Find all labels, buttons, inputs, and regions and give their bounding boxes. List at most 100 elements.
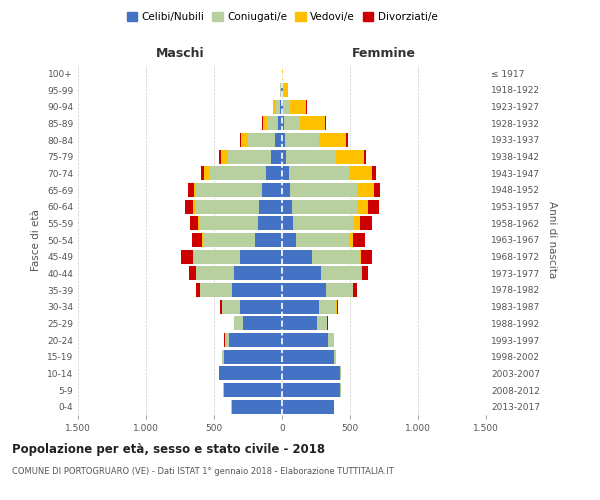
Bar <box>326 283 353 297</box>
Legend: Celibi/Nubili, Coniugati/e, Vedovi/e, Divorziati/e: Celibi/Nubili, Coniugati/e, Vedovi/e, Di… <box>122 8 442 26</box>
Bar <box>193 200 195 214</box>
Bar <box>282 400 334 414</box>
Bar <box>289 166 350 180</box>
Bar <box>282 283 326 297</box>
Bar <box>266 166 282 180</box>
Bar <box>284 83 288 97</box>
Bar <box>359 250 361 264</box>
Bar <box>220 300 222 314</box>
Bar <box>285 133 319 147</box>
Bar <box>219 150 221 164</box>
Bar <box>185 200 193 214</box>
Bar <box>240 250 282 264</box>
Bar <box>337 300 338 314</box>
Bar <box>354 216 359 230</box>
Bar <box>227 150 271 164</box>
Bar <box>282 300 319 314</box>
Bar <box>200 283 232 297</box>
Bar <box>337 150 364 164</box>
Y-axis label: Fasce di età: Fasce di età <box>31 209 41 271</box>
Bar <box>282 200 292 214</box>
Bar <box>190 216 197 230</box>
Bar <box>199 216 257 230</box>
Bar <box>225 333 229 347</box>
Bar <box>222 300 240 314</box>
Bar <box>201 166 205 180</box>
Bar <box>282 216 293 230</box>
Bar <box>282 183 290 197</box>
Bar <box>205 166 209 180</box>
Text: Popolazione per età, sesso e stato civile - 2018: Popolazione per età, sesso e stato civil… <box>12 442 325 456</box>
Bar <box>317 316 327 330</box>
Bar <box>262 116 263 130</box>
Bar <box>361 250 372 264</box>
Bar <box>275 133 282 147</box>
Bar <box>263 116 267 130</box>
Bar <box>327 316 328 330</box>
Bar <box>188 183 194 197</box>
Bar <box>372 166 376 180</box>
Bar <box>358 183 374 197</box>
Bar <box>312 250 359 264</box>
Bar <box>219 366 220 380</box>
Bar <box>281 83 282 97</box>
Bar <box>222 350 224 364</box>
Text: Femmine: Femmine <box>352 47 416 60</box>
Bar <box>278 116 282 130</box>
Bar <box>328 333 334 347</box>
Bar <box>353 283 356 297</box>
Bar <box>286 150 337 164</box>
Bar <box>196 266 235 280</box>
Bar <box>273 100 276 114</box>
Bar <box>194 183 196 197</box>
Bar <box>282 83 283 97</box>
Y-axis label: Anni di nascita: Anni di nascita <box>547 202 557 278</box>
Bar <box>350 166 372 180</box>
Bar <box>240 300 282 314</box>
Bar <box>290 183 358 197</box>
Bar <box>340 366 341 380</box>
Bar <box>282 133 285 147</box>
Bar <box>267 116 278 130</box>
Bar <box>293 216 354 230</box>
Bar <box>280 83 281 97</box>
Bar <box>203 233 255 247</box>
Bar <box>232 283 282 297</box>
Bar <box>350 233 353 247</box>
Bar <box>221 150 227 164</box>
Bar <box>290 100 307 114</box>
Bar <box>283 100 290 114</box>
Bar <box>282 350 334 364</box>
Bar <box>220 366 282 380</box>
Bar <box>276 100 280 114</box>
Bar <box>296 233 350 247</box>
Bar <box>248 133 275 147</box>
Bar <box>282 116 284 130</box>
Bar <box>195 200 259 214</box>
Bar <box>282 316 317 330</box>
Bar <box>202 233 203 247</box>
Bar <box>282 150 286 164</box>
Text: Maschi: Maschi <box>155 47 205 60</box>
Bar <box>283 83 284 97</box>
Text: COMUNE DI PORTOGRUARO (VE) - Dati ISTAT 1° gennaio 2018 - Elaborazione TUTTITALI: COMUNE DI PORTOGRUARO (VE) - Dati ISTAT … <box>12 468 394 476</box>
Bar <box>334 350 336 364</box>
Bar <box>229 333 282 347</box>
Bar <box>282 266 322 280</box>
Bar <box>189 266 196 280</box>
Bar <box>358 200 368 214</box>
Bar <box>346 133 348 147</box>
Bar <box>197 216 199 230</box>
Bar <box>368 200 379 214</box>
Bar <box>301 116 325 130</box>
Bar <box>319 133 346 147</box>
Bar <box>362 266 368 280</box>
Bar <box>292 200 358 214</box>
Bar <box>196 283 200 297</box>
Bar <box>224 350 282 364</box>
Bar <box>196 183 262 197</box>
Bar <box>241 133 248 147</box>
Bar <box>242 316 282 330</box>
Bar <box>191 233 202 247</box>
Bar <box>361 266 362 280</box>
